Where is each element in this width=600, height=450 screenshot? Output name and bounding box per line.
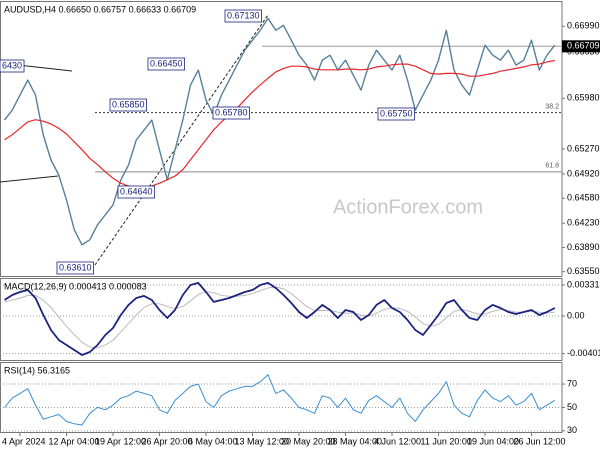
fib-label: 61.8 xyxy=(545,163,559,170)
annotation-box xyxy=(117,185,155,199)
price-panel xyxy=(0,1,563,277)
trend-line xyxy=(94,14,269,266)
series-line xyxy=(3,17,556,246)
macd-panel xyxy=(0,278,563,361)
panel-title: RSI(14) 56.3165 xyxy=(4,365,70,375)
x-tick-label: 12 Apr 04:00 xyxy=(49,436,100,446)
x-tick-label: 4 Apr 2024 xyxy=(2,436,46,446)
annotation-box xyxy=(56,261,94,275)
annotation-box xyxy=(212,106,250,120)
annotation-label: 0.65850 xyxy=(112,99,145,109)
y-tick-label: 0.65980 xyxy=(567,93,600,103)
series-line xyxy=(4,286,555,349)
last-price-label: 0.66709 xyxy=(567,41,600,51)
series-line xyxy=(4,374,556,426)
annotation-label: 0.63610 xyxy=(59,262,92,272)
panel-title: AUDUSD,H4 0.66650 0.66757 0.66633 0.6670… xyxy=(4,4,196,14)
fib-label: 38.2 xyxy=(545,103,559,110)
x-tick-label: 11 Jun 20:00 xyxy=(421,436,472,446)
y-tick-label: 0.64920 xyxy=(567,168,600,178)
y-tick-label: 0.63890 xyxy=(567,242,600,252)
y-tick-label: 50 xyxy=(567,402,577,412)
x-tick-label: 4 Jun 12:00 xyxy=(374,436,421,446)
annotation-box xyxy=(377,107,415,121)
panel-title: MACD(12,26,9) 0.000413 0.000083 xyxy=(4,281,147,291)
annotation-box xyxy=(224,9,262,23)
y-tick-label: 0.003313 xyxy=(567,279,600,289)
trend-line xyxy=(0,175,59,183)
annotation-label: 6430 xyxy=(2,60,22,70)
x-tick-label: 19 Jun 04:00 xyxy=(467,436,519,446)
annotation-box xyxy=(0,59,25,73)
x-tick-label: 19 Apr 12:00 xyxy=(95,436,146,446)
x-tick-label: 20 May 20:00 xyxy=(281,436,336,446)
last-price-box xyxy=(562,40,600,53)
annotation-label: 0.67130 xyxy=(227,10,260,20)
y-tick-label: 70 xyxy=(567,378,577,388)
x-tick-label: 13 May 12:00 xyxy=(235,436,290,446)
y-tick-label: 0.66990 xyxy=(567,21,600,31)
x-tick-label: 26 Jun 12:00 xyxy=(514,436,566,446)
x-tick-label: 6 May 04:00 xyxy=(188,436,238,446)
rsi-panel xyxy=(0,362,563,433)
annotation-label: 0.65780 xyxy=(215,107,248,117)
y-tick-label: 0.65270 xyxy=(567,143,600,153)
y-tick-label: 0.64230 xyxy=(567,218,600,228)
annotation-label: 0.66450 xyxy=(150,58,183,68)
watermark: ActionForex.com xyxy=(333,196,483,218)
annotation-box xyxy=(109,98,147,112)
y-tick-label: 0.64580 xyxy=(567,193,600,203)
x-tick-label: 28 May 04:00 xyxy=(328,436,383,446)
y-tick-label: 0.63550 xyxy=(567,266,600,276)
series-line xyxy=(4,281,556,356)
y-tick-label: 0.00 xyxy=(567,310,585,320)
annotation-label: 0.64640 xyxy=(120,186,153,196)
series-line xyxy=(4,59,555,189)
x-tick-label: 26 Apr 20:00 xyxy=(142,436,193,446)
annotation-box xyxy=(147,57,185,71)
annotation-label: 0.65750 xyxy=(380,108,413,118)
y-tick-label: -0.004016 xyxy=(567,348,600,358)
y-tick-label: 30 xyxy=(567,425,577,435)
